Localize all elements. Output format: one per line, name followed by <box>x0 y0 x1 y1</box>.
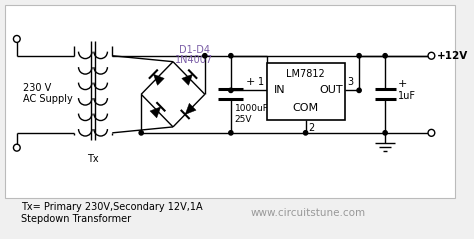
Text: LM7812: LM7812 <box>286 69 325 79</box>
Circle shape <box>229 131 233 135</box>
Text: 230 V
AC Supply: 230 V AC Supply <box>23 82 73 104</box>
Text: 2: 2 <box>309 123 315 133</box>
Circle shape <box>357 88 361 92</box>
Circle shape <box>229 54 233 58</box>
Circle shape <box>13 144 20 151</box>
Text: D1-D4: D1-D4 <box>179 45 210 55</box>
Polygon shape <box>185 103 196 114</box>
Text: 1000uF
25V: 1000uF 25V <box>235 104 269 124</box>
Circle shape <box>383 54 387 58</box>
Text: +12V: +12V <box>437 51 468 61</box>
Circle shape <box>357 54 361 58</box>
Circle shape <box>139 131 143 135</box>
Circle shape <box>229 88 233 92</box>
Circle shape <box>428 129 435 136</box>
Circle shape <box>203 54 207 58</box>
Bar <box>5 5 455 198</box>
Text: 1: 1 <box>257 77 264 87</box>
Text: OUT: OUT <box>319 85 343 95</box>
Text: Stepdown Transformer: Stepdown Transformer <box>21 214 131 224</box>
Circle shape <box>383 131 387 135</box>
Bar <box>266 63 345 120</box>
Text: COM: COM <box>292 103 319 113</box>
Text: IN: IN <box>274 85 286 95</box>
Text: 1N4007: 1N4007 <box>175 55 213 65</box>
Polygon shape <box>182 74 192 85</box>
Text: Tx= Primary 230V,Secondary 12V,1A: Tx= Primary 230V,Secondary 12V,1A <box>21 202 202 212</box>
Circle shape <box>303 131 308 135</box>
Text: Tx: Tx <box>87 154 99 164</box>
Text: 3: 3 <box>347 77 354 87</box>
Circle shape <box>428 52 435 59</box>
Text: 1uF: 1uF <box>398 91 416 101</box>
Text: +: + <box>398 79 407 89</box>
Text: www.circuitstune.com: www.circuitstune.com <box>250 208 365 218</box>
Circle shape <box>13 35 20 42</box>
Text: +: + <box>246 77 255 87</box>
Polygon shape <box>154 74 164 85</box>
Polygon shape <box>150 107 161 118</box>
